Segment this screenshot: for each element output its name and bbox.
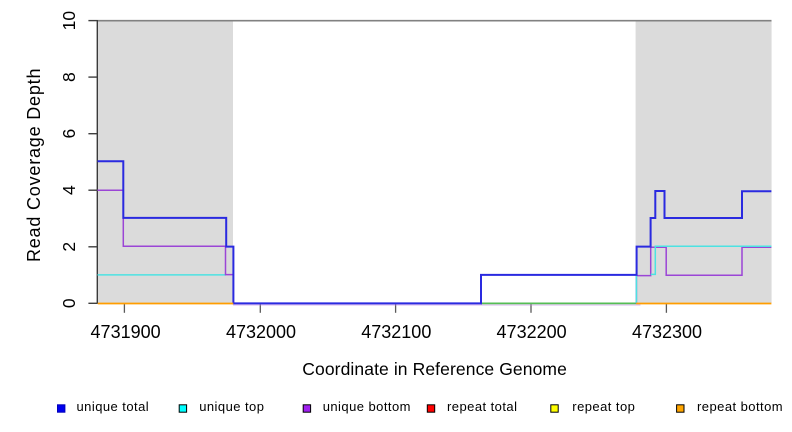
svg-text:4: 4 — [59, 185, 79, 195]
svg-text:unique total: unique total — [77, 399, 150, 414]
svg-text:repeat top: repeat top — [572, 399, 635, 414]
svg-text:repeat bottom: repeat bottom — [697, 399, 783, 414]
svg-text:0: 0 — [59, 298, 79, 308]
svg-text:Coordinate in Reference Genome: Coordinate in Reference Genome — [302, 359, 567, 379]
svg-text:6: 6 — [59, 129, 79, 139]
svg-text:2: 2 — [59, 242, 79, 252]
svg-text:unique bottom: unique bottom — [323, 399, 411, 414]
svg-text:unique top: unique top — [199, 399, 264, 414]
svg-text:4732000: 4732000 — [226, 322, 296, 342]
svg-text:4731900: 4731900 — [91, 322, 161, 342]
svg-text:4732200: 4732200 — [497, 322, 567, 342]
svg-text:8: 8 — [59, 72, 79, 82]
svg-text:4732300: 4732300 — [632, 322, 702, 342]
svg-text:4732100: 4732100 — [361, 322, 431, 342]
svg-text:Read Coverage Depth: Read Coverage Depth — [24, 68, 44, 262]
svg-text:10: 10 — [59, 11, 79, 31]
svg-text:repeat total: repeat total — [447, 399, 517, 414]
